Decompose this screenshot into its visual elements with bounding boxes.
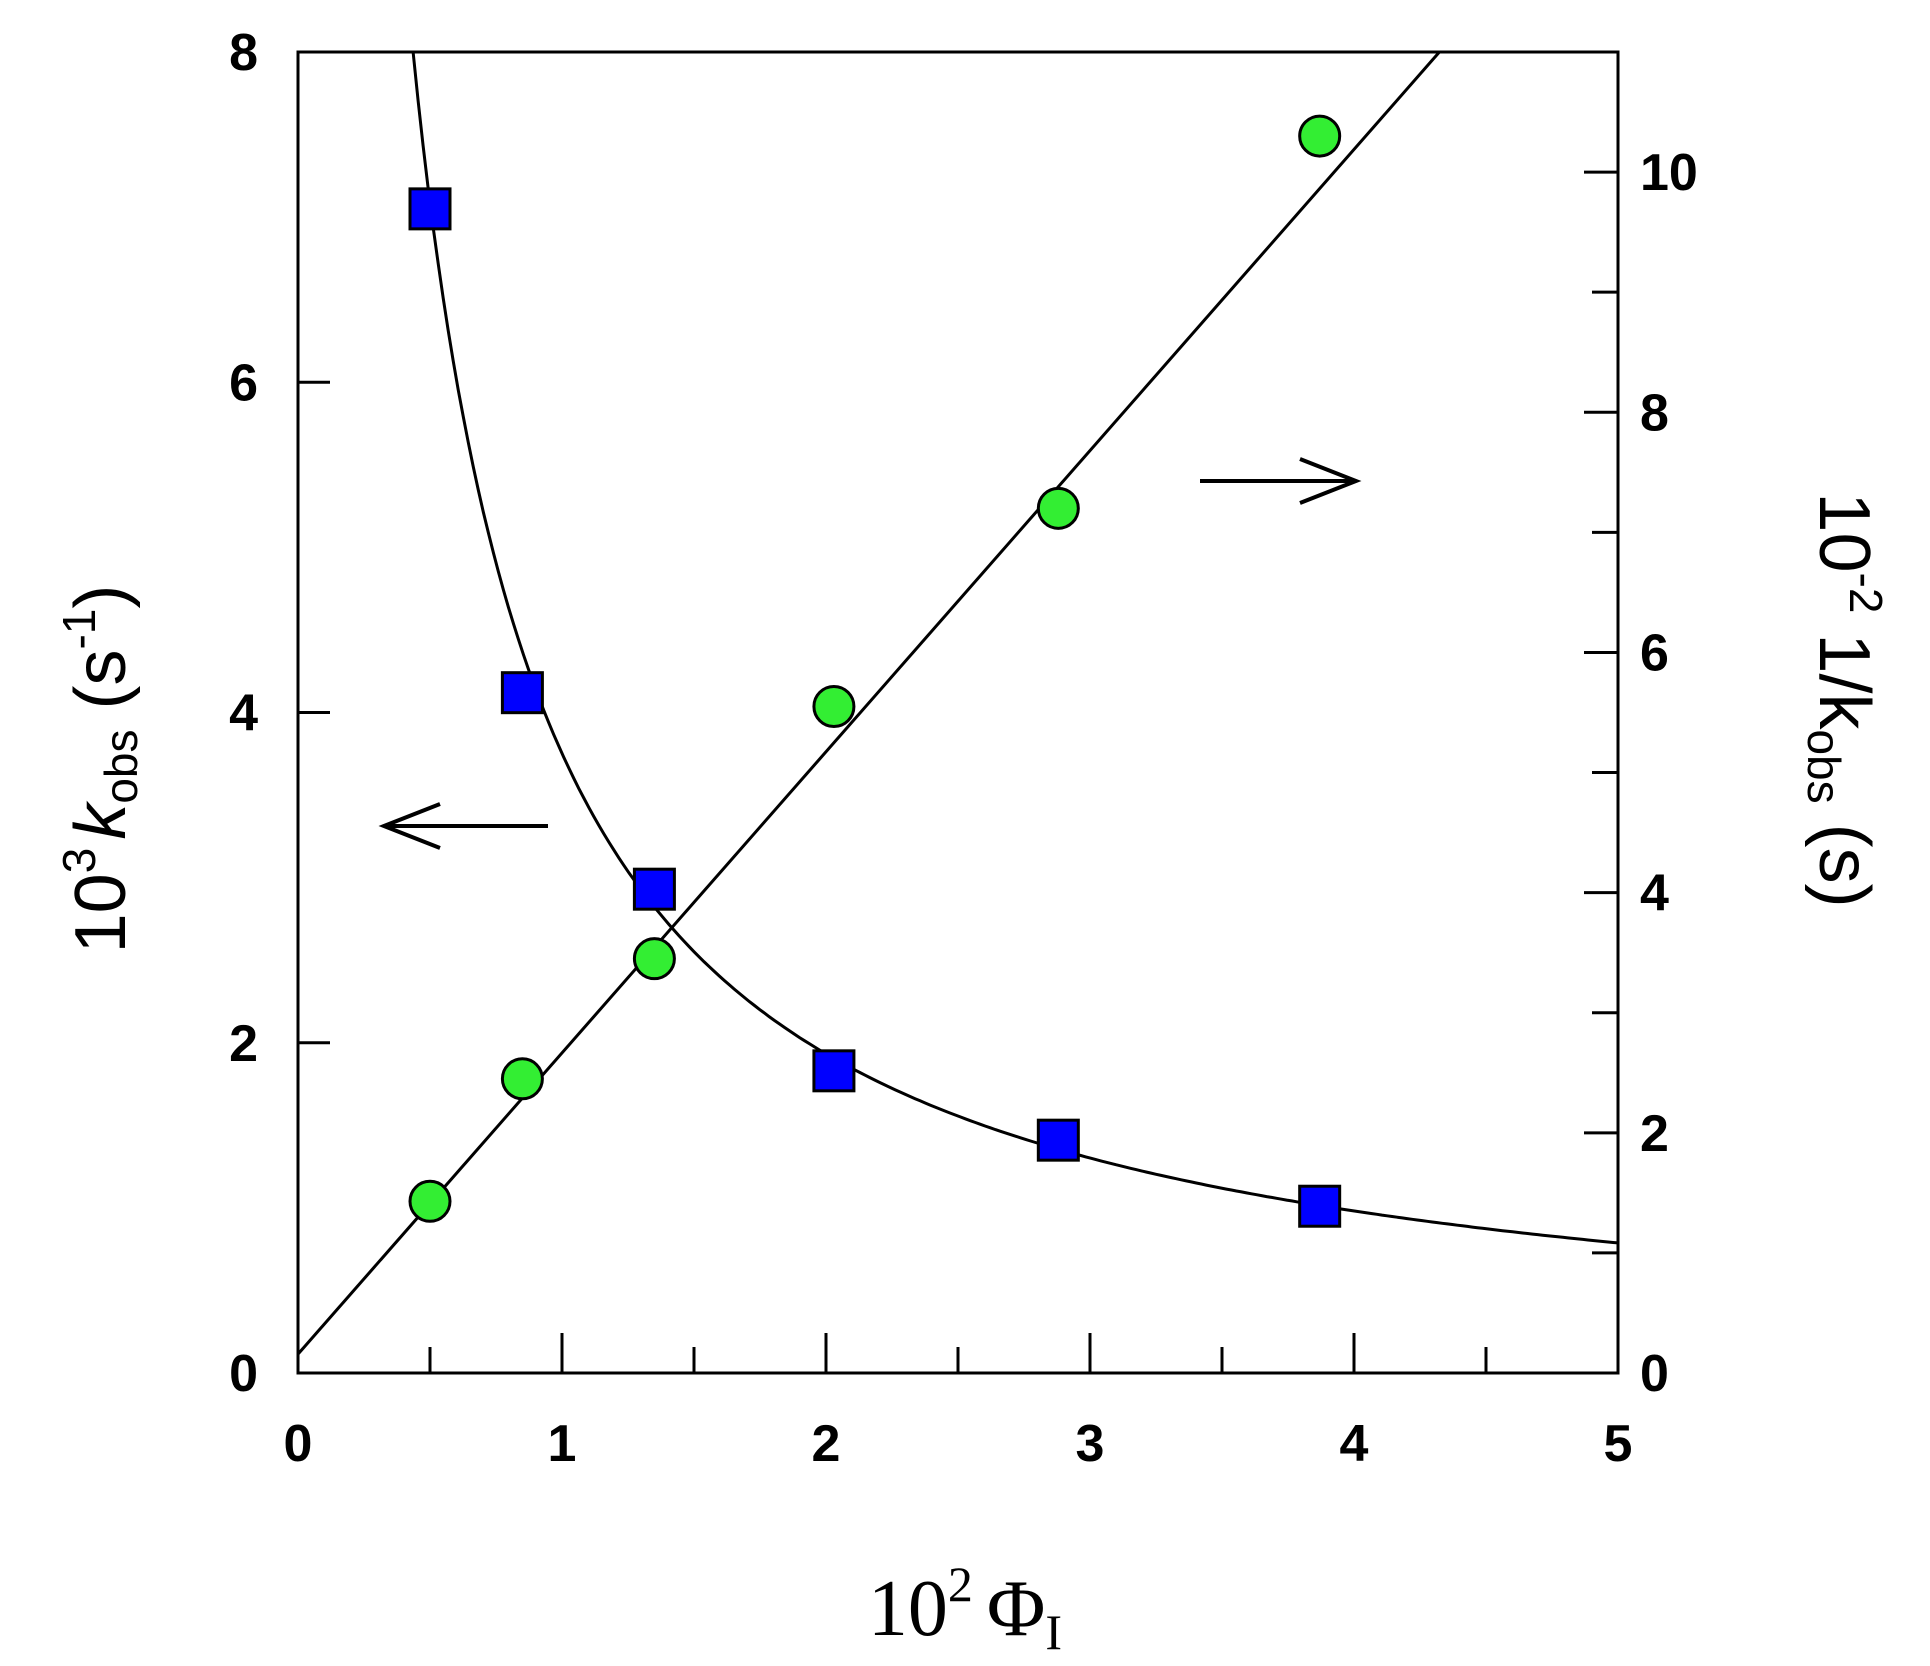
square-marker [408,187,452,231]
left-arrow [378,802,548,850]
x-tick-label: 0 [284,1415,313,1473]
y-right-tick-label: 0 [1640,1345,1669,1403]
square-marker [1036,1118,1080,1162]
x-tick-label: 3 [1076,1415,1105,1473]
fit-curves [296,51,1619,1356]
x-axis-title: 102 ΦI [868,1556,1062,1660]
circle-marker [812,684,856,728]
y-right-tick-label: 2 [1640,1105,1669,1163]
x-axis-title-base: 10 [868,1565,948,1653]
x-tick-label: 5 [1604,1415,1633,1473]
y-right-title-unit: (s) [1804,804,1884,908]
x-axis-title-sub: I [1045,1604,1062,1660]
y-left-title-unit-close: ) [61,585,141,609]
circle-marker [500,1057,544,1101]
y-right-tick-label: 4 [1640,865,1669,923]
y-right-title-prefix: 10 [1804,492,1884,572]
y-left-axis-ticks: 0 2 4 6 8 [229,24,330,1403]
circle-marker [408,1179,452,1223]
y-right-title-main: 1/k [1804,613,1884,730]
y-left-tick-label: 8 [229,24,258,82]
y-right-title-exp: -2 [1840,572,1892,613]
fit-curve-left [411,51,1619,1245]
right-arrow [1200,457,1362,505]
square-marker [812,1049,856,1093]
circle-marker [632,937,676,981]
y-right-tick-label: 6 [1640,624,1669,682]
x-tick-label: 2 [812,1415,841,1473]
x-axis-title-symbol: Φ [987,1565,1045,1653]
y-left-tick-label: 2 [229,1015,258,1073]
y-left-tick-label: 0 [229,1345,258,1403]
y-left-title-sub: obs [95,730,147,804]
square-marker [1298,1184,1342,1228]
fit-line-right [296,51,1441,1356]
square-marker [632,867,676,911]
axis-arrows [378,457,1362,850]
y-left-axis-title: 103 kobs (s-1) [53,585,147,954]
x-axis-title-exp: 2 [948,1556,973,1612]
y-right-axis-title: 10-2 1/kobs (s) [1798,492,1892,907]
circle-marker [1036,486,1080,530]
y-right-tick-label: 8 [1640,384,1669,442]
y-left-title-exp: 3 [53,848,105,874]
circle-marker [1298,114,1342,158]
data-markers [408,114,1342,1228]
x-axis-ticks: 0 1 2 3 4 5 [284,1333,1633,1473]
x-tick-label: 4 [1340,1415,1369,1473]
y-left-title-k: k [61,800,141,840]
y-right-tick-label: 10 [1640,144,1698,202]
y-left-tick-label: 4 [229,685,258,743]
y-left-tick-label: 6 [229,354,258,412]
square-marker [500,671,544,715]
y-left-title-base: 10 [61,873,141,953]
y-left-title-unit-open: (s [61,650,141,730]
y-left-title-unit-exp: -1 [53,609,105,650]
y-right-title-sub: obs [1798,729,1850,803]
x-tick-label: 1 [548,1415,577,1473]
y-right-axis-ticks: 0 2 4 6 8 10 [1584,50,1698,1403]
